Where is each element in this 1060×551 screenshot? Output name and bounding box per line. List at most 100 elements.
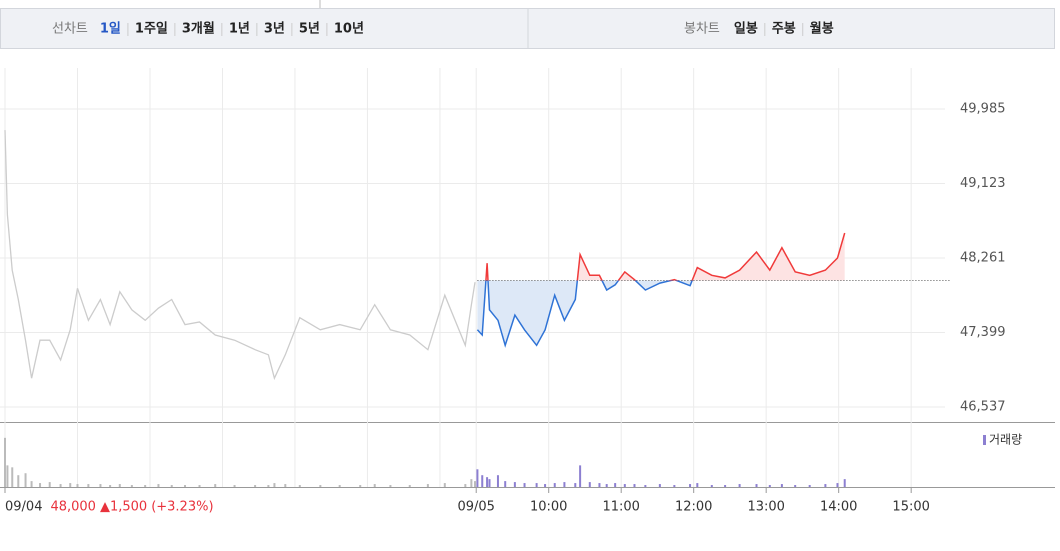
volume-bar — [544, 484, 547, 487]
tab[interactable]: 5년 — [299, 22, 320, 37]
tab[interactable]: 3년 — [264, 22, 285, 37]
volume-bar — [474, 481, 476, 487]
y-tick-label: 49,985 — [960, 101, 1006, 116]
volume-bar — [30, 481, 33, 487]
y-tick-label: 49,123 — [960, 176, 1006, 191]
x-tick-label: 11:00 — [602, 500, 639, 515]
volume-bar — [476, 469, 479, 487]
volume-bar — [504, 481, 507, 487]
legend-label: 거래량 — [989, 433, 1022, 447]
tab[interactable]: 3개월 — [182, 21, 215, 37]
volume-bar — [496, 475, 499, 487]
volume-bar — [824, 484, 827, 487]
volume-bar — [214, 484, 217, 487]
volume-bar — [588, 482, 591, 487]
volume-bar — [794, 485, 797, 487]
volume-bar — [359, 485, 362, 487]
volume-bar — [99, 484, 102, 487]
volume-bar — [724, 485, 727, 487]
volume-bar — [673, 485, 676, 487]
volume-bar — [464, 484, 467, 487]
volume-bar — [198, 485, 201, 487]
tab[interactable]: 일봉 — [734, 22, 758, 37]
volume-bar — [157, 484, 160, 487]
volume-bar — [633, 484, 636, 487]
volume-bar — [319, 485, 322, 487]
volume-bar — [4, 437, 6, 487]
volume-bar — [481, 475, 484, 487]
volume-bar — [118, 484, 121, 487]
volume-bar — [623, 484, 626, 487]
volume-bar — [76, 484, 79, 487]
volume-bar — [843, 479, 846, 487]
tab[interactable]: 1주일 — [135, 22, 168, 37]
volume-bar — [808, 485, 811, 487]
x-tick-label: 09/05 — [457, 500, 494, 515]
volume-bar — [486, 477, 489, 487]
volume-bar — [644, 485, 647, 487]
volume-bar — [535, 483, 538, 487]
price-line — [4, 130, 476, 381]
volume-bar — [426, 484, 429, 487]
volume-bar — [836, 483, 839, 487]
y-tick-label: 47,399 — [960, 325, 1006, 340]
price-line — [476, 232, 846, 348]
volume-bar — [598, 483, 601, 487]
volume-bar — [513, 482, 516, 487]
volume-bar — [738, 484, 741, 487]
volume-bar — [284, 484, 287, 487]
tab[interactable]: 1년 — [229, 22, 250, 37]
price-info: 48,000 — [50, 500, 96, 515]
y-tick-label: 48,261 — [960, 250, 1006, 265]
tab[interactable]: 10년 — [334, 22, 364, 37]
x-tick-label: 10:00 — [530, 500, 567, 515]
volume-bar — [614, 483, 617, 487]
tab[interactable]: 1일 — [100, 22, 121, 37]
volume-bar — [11, 467, 14, 487]
price-info: (+3.23%) — [151, 500, 213, 515]
volume-bar — [658, 484, 661, 487]
x-tick-label: 09/04 — [5, 500, 42, 515]
price-info: ▲1,500 — [100, 500, 147, 515]
tab-label: 봉차트 — [684, 22, 720, 37]
volume-bar — [273, 483, 276, 487]
x-tick-label: 14:00 — [820, 500, 857, 515]
volume-bar — [17, 475, 20, 487]
volume-bar — [523, 483, 526, 487]
volume-bar — [755, 484, 758, 487]
legend-swatch — [983, 435, 986, 445]
volume-bar — [59, 484, 62, 487]
volume-bar — [48, 482, 51, 487]
x-tick-label: 15:00 — [892, 500, 929, 515]
volume-bar — [768, 485, 771, 487]
volume-bar — [69, 483, 72, 487]
volume-bar — [373, 484, 376, 487]
volume-bar — [389, 485, 392, 487]
volume-bar — [254, 485, 257, 487]
volume-bar — [338, 485, 341, 487]
volume-bar — [298, 485, 301, 487]
volume-bar — [170, 485, 173, 487]
tab[interactable]: 주봉 — [772, 22, 796, 37]
volume-bar — [24, 473, 27, 487]
x-tick-label: 12:00 — [675, 500, 712, 515]
volume-bar — [443, 483, 446, 487]
volume-bar — [184, 485, 187, 487]
tab-label: 선차트 — [52, 22, 88, 37]
x-tick-label: 13:00 — [747, 500, 784, 515]
y-tick-label: 46,537 — [960, 399, 1006, 414]
tab[interactable]: 월봉 — [810, 21, 834, 37]
volume-bar — [579, 465, 582, 487]
price-area — [477, 233, 845, 346]
volume-bar — [710, 485, 713, 487]
volume-bar — [6, 465, 9, 487]
volume-bar — [574, 483, 577, 487]
volume-bar — [605, 484, 608, 487]
volume-bar — [144, 485, 147, 487]
volume-bar — [39, 483, 42, 487]
volume-bar — [87, 484, 90, 487]
volume-bar — [233, 485, 236, 487]
volume-bar — [267, 485, 270, 487]
